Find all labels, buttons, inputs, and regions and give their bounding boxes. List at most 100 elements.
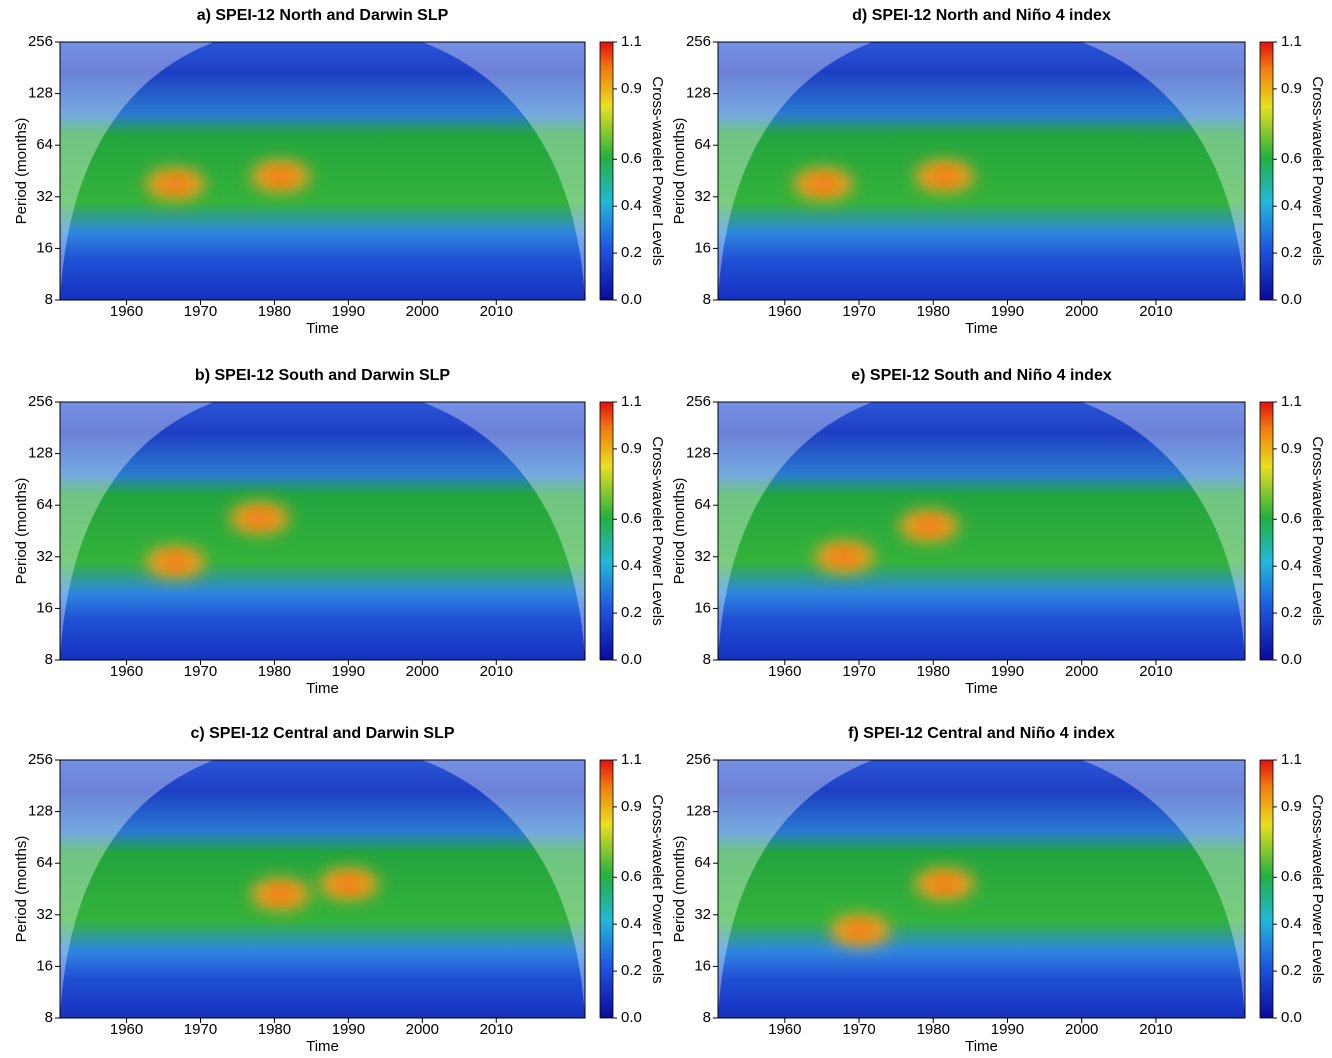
- power-field: [718, 402, 1245, 660]
- x-tick-label: 1960: [768, 303, 801, 320]
- colorbar-label: Cross-wavelet Power Levels: [649, 436, 666, 625]
- x-axis-label: Time: [965, 320, 998, 337]
- x-axis-label: Time: [965, 680, 998, 697]
- high-power-core: [266, 169, 295, 184]
- chart-title: c) SPEI-12 Central and Darwin SLP: [190, 725, 454, 742]
- plot-frame: [59, 41, 586, 301]
- y-axis-label: Period (months): [13, 478, 30, 585]
- colorbar-tick-label: 0.4: [1281, 915, 1302, 932]
- x-tick-label: 2000: [1065, 303, 1098, 320]
- x-axis-label: Time: [306, 680, 339, 697]
- y-tick-label: 16: [36, 599, 53, 616]
- power-field: [60, 402, 585, 660]
- colorbar-label: Cross-wavelet Power Levels: [1309, 76, 1326, 265]
- colorbar-tick-label: 0.0: [1281, 1009, 1302, 1026]
- high-power-core: [266, 887, 295, 902]
- y-tick-label: 16: [36, 957, 53, 974]
- cone-of-influence: [60, 402, 585, 660]
- panel: 1960 1970 1980 1990 2000 2010 8 16 32 64 128 256 c) …: [13, 725, 666, 1055]
- colorbar-tick-label: 0.2: [1281, 962, 1302, 979]
- colorbar: [1259, 759, 1274, 1019]
- y-tick-label: 256: [686, 393, 711, 410]
- colorbar: [599, 41, 614, 301]
- x-tick-label: 1980: [917, 663, 950, 680]
- field: [718, 402, 1245, 660]
- colorbar-tick-label: 1.1: [1281, 393, 1302, 410]
- x-tick-label: 1990: [332, 1021, 365, 1038]
- x-tick-label: 1990: [332, 663, 365, 680]
- colorbar-tick-label: 1.1: [1281, 33, 1302, 50]
- y-tick-label: 32: [36, 906, 53, 923]
- x-tick-label: 1970: [842, 1021, 875, 1038]
- high-power-core: [161, 176, 190, 191]
- x-tick-label: 1980: [258, 303, 291, 320]
- panel: 1960 1970 1980 1990 2000 2010 8 16 32 64 128 256 b) …: [13, 367, 666, 697]
- colorbar-label: Cross-wavelet Power Levels: [1309, 436, 1326, 625]
- colorbar-tick-label: 0.4: [621, 197, 642, 214]
- x-tick-label: 1990: [991, 303, 1024, 320]
- y-tick-label: 256: [28, 393, 53, 410]
- cone-of-influence: [60, 42, 585, 300]
- field: [60, 42, 585, 300]
- y-tick-label: 8: [703, 1009, 711, 1026]
- high-power-core: [245, 511, 274, 526]
- x-tick-label: 1970: [842, 303, 875, 320]
- colorbar-tick-label: 1.1: [621, 751, 642, 768]
- high-power-core: [161, 554, 190, 569]
- x-tick-label: 1970: [842, 663, 875, 680]
- y-axis-label: Period (months): [671, 118, 688, 225]
- colorbar-tick-label: 1.1: [621, 33, 642, 50]
- x-tick-label: 2010: [480, 663, 513, 680]
- colorbar-tick-label: 0.4: [1281, 557, 1302, 574]
- colorbar-tick-label: 0.9: [621, 80, 642, 97]
- colorbar-tick-label: 0.0: [1281, 291, 1302, 308]
- high-power-core: [334, 876, 363, 891]
- y-tick-label: 16: [694, 957, 711, 974]
- chart-title: b) SPEI-12 South and Darwin SLP: [195, 367, 450, 384]
- colorbar: [599, 759, 614, 1019]
- y-tick-label: 16: [36, 239, 53, 256]
- panel: 1960 1970 1980 1990 2000 2010 8 16 32 64 128 256 f) …: [671, 725, 1326, 1055]
- colorbar-tick-label: 0.4: [621, 915, 642, 932]
- x-tick-label: 2010: [1139, 1021, 1172, 1038]
- y-tick-label: 128: [28, 445, 53, 462]
- colorbar-tick-label: 0.2: [1281, 604, 1302, 621]
- chart-title: d) SPEI-12 North and Niño 4 index: [852, 7, 1111, 24]
- x-tick-label: 2010: [480, 303, 513, 320]
- y-axis-label: Period (months): [671, 836, 688, 943]
- chart-title: a) SPEI-12 North and Darwin SLP: [197, 7, 449, 24]
- x-tick-label: 1980: [258, 1021, 291, 1038]
- high-power-core: [930, 169, 959, 184]
- colorbar: [599, 401, 614, 661]
- plot-frame: [59, 759, 586, 1019]
- x-axis-label: Time: [306, 1038, 339, 1055]
- colorbar-tick-label: 0.9: [1281, 80, 1302, 97]
- colorbar-label: Cross-wavelet Power Levels: [649, 794, 666, 983]
- high-power-core: [914, 518, 943, 533]
- colorbar-tick-label: 0.2: [621, 244, 642, 261]
- y-tick-label: 256: [28, 33, 53, 50]
- colorbar-tick-label: 1.1: [621, 393, 642, 410]
- y-tick-label: 128: [686, 85, 711, 102]
- x-tick-label: 2000: [1065, 1021, 1098, 1038]
- plot-frame: [59, 401, 586, 661]
- x-tick-label: 1980: [917, 1021, 950, 1038]
- cone-of-influence: [718, 402, 1245, 660]
- chart-title: f) SPEI-12 Central and Niño 4 index: [848, 725, 1115, 742]
- y-tick-label: 128: [686, 445, 711, 462]
- x-tick-label: 2000: [406, 1021, 439, 1038]
- colorbar-tick-label: 0.2: [1281, 244, 1302, 261]
- colorbar-tick-label: 0.2: [621, 962, 642, 979]
- field: [60, 760, 585, 1018]
- x-tick-label: 2000: [1065, 663, 1098, 680]
- y-tick-label: 8: [703, 651, 711, 668]
- plot-frame: [717, 401, 1246, 661]
- y-tick-label: 256: [28, 751, 53, 768]
- y-tick-label: 64: [36, 854, 53, 871]
- y-tick-label: 16: [694, 599, 711, 616]
- x-tick-label: 2010: [1139, 663, 1172, 680]
- field: [718, 760, 1245, 1018]
- y-tick-label: 8: [45, 651, 53, 668]
- x-tick-label: 1990: [332, 303, 365, 320]
- x-axis-label: Time: [965, 1038, 998, 1055]
